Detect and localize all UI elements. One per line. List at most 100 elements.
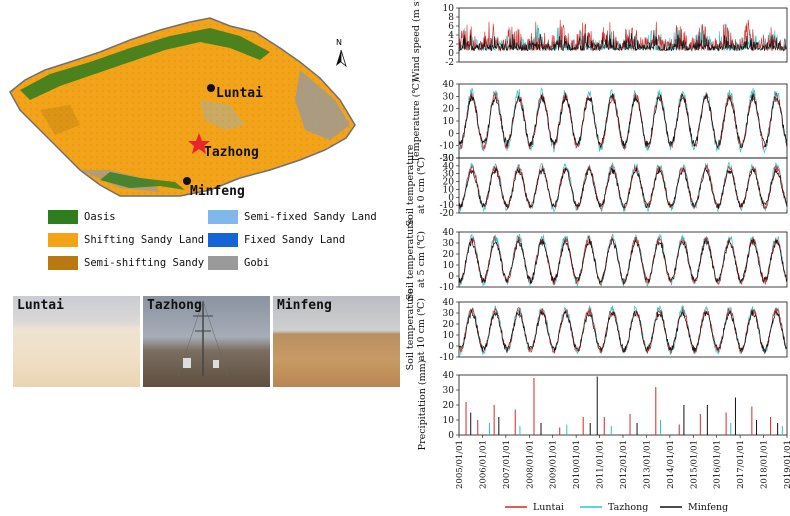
date-tick-label-10: 2015/01/01 [689,440,699,489]
legend-swatch-gobi [208,256,238,270]
panel-3-ytick-label-2: 10 [443,261,455,271]
panel-0-ytick-label-6: 10 [443,4,455,14]
legend-swatch-oasis [48,210,78,224]
north-arrow-icon [336,49,347,68]
gobi-edge-east [295,70,350,140]
panel-1-series-minfeng [458,93,788,149]
panel-1-ytick-label-6: 40 [443,80,455,90]
date-tick-label-13: 2018/01/01 [760,440,770,489]
panel-3-ytick-label-1: 0 [448,272,454,282]
date-tick-label-2: 2007/01/01 [502,440,512,489]
luntai-label: Luntai [216,86,263,101]
panel-0-series-minfeng [458,32,788,52]
panel-1-ytick-label-5: 30 [443,92,455,102]
photo-tazhong: Tazhong [143,296,270,387]
panel-2-ytick-label-3: 10 [443,185,455,195]
panel-4-frame [458,301,788,358]
panel-4-ytick-label-4: 30 [443,309,455,319]
panel-3-ytick-label-4: 30 [443,239,455,249]
panel-0-ytick-label-2: 2 [448,40,454,50]
date-tick-label-9: 2014/01/01 [666,440,676,489]
legend-swatch-semi-shifting [48,256,78,270]
panel-2-ylabel: Soil temperatureat 0 cm (℃) [405,144,427,226]
panel-0-ylabel: Wind speed (m s⁻¹) [411,0,422,81]
panel-2-series-minfeng [458,166,788,209]
minfeng-label: Minfeng [190,184,245,199]
panel-4-ylabel: Soil temperatureat 10 cm (℃) [405,288,427,370]
panel-0-ytick-label-3: 4 [448,31,454,41]
date-tick-label-8: 2013/01/01 [642,440,652,489]
panel-4-ytick-label-1: 0 [448,342,454,352]
panel-5-ytick-label-2: 20 [443,401,455,411]
luntai-marker [207,84,215,92]
panel-2-ytick-label-0: -20 [440,209,455,219]
photo-luntai: Luntai [13,296,140,387]
panel-5-ytick-label-4: 40 [443,371,455,381]
panel-4-ytick-label-3: 20 [443,320,455,330]
panel-2-ytick-label-6: 40 [443,162,455,172]
legend-label-tazhong: Tazhong [608,502,648,513]
legend-label-semi-shifting: Semi-shifting Sandy Land [84,257,236,269]
panel-4-ytick-label-2: 10 [443,331,455,341]
oasis-belt-north [20,28,270,100]
photo-title-minfeng: Minfeng [277,298,332,313]
panel-3-ytick-label-0: -10 [440,283,455,293]
legend-label-gobi: Gobi [244,257,270,269]
panel-3-ytick-label-3: 20 [443,250,455,260]
panel-1-ytick-label-1: -10 [440,142,455,152]
panel-1-ytick-label-3: 10 [443,117,455,127]
panel-2-ytick-label-1: -10 [440,201,455,211]
panel-1-ytick-label-0: -20 [440,154,455,164]
photo-title-luntai: Luntai [17,298,64,313]
panel-2-series-luntai [458,164,788,210]
legend-swatch-fixed [208,233,238,247]
panel-5-ytick-label-0: 0 [448,431,454,441]
date-tick-label-1: 2006/01/01 [478,440,488,489]
photo-minfeng: Minfeng [273,296,400,387]
legend-label-minfeng: Minfeng [688,502,728,513]
date-tick-label-12: 2017/01/01 [736,440,746,489]
panel-0-ytick-label-1: 0 [448,49,454,59]
legend-label-shifting: Shifting Sandy Land [84,234,205,246]
panel-5-ylabel: Precipitation (mm) [417,360,428,451]
legend-label-luntai: Luntai [533,502,564,513]
legend-label-oasis: Oasis [84,211,116,223]
date-tick-label-11: 2016/01/01 [713,440,723,489]
panel-2-ytick-label-5: 30 [443,170,455,180]
panel-5-ytick-label-1: 10 [443,416,455,426]
panel-5-frame [458,374,788,436]
legend-label-fixed: Fixed Sandy Land [244,234,346,246]
minfeng-marker [183,177,191,185]
date-tick-label-0: 2005/01/01 [455,440,465,489]
panel-2-ytick-label-2: 0 [448,193,454,203]
panel-4-series-minfeng [458,309,788,353]
date-tick-label-3: 2008/01/01 [525,440,535,489]
tazhong-star-marker [188,133,210,154]
legend-swatch-semi-fixed [208,210,238,224]
date-tick-label-14: 2019/01/01 [783,440,790,489]
oasis-belt-south [100,172,185,190]
panel-2-frame [458,157,788,214]
panel-2-ytick-label-7: 50 [443,154,455,164]
panel-3-ylabel: Soil temperatureat 5 cm (℃) [405,218,427,300]
panel-4-ytick-label-0: -10 [440,353,455,363]
legend-label-semi-fixed: Semi-fixed Sandy Land [244,211,377,223]
panel-3-ytick-label-5: 40 [443,228,455,238]
panel-1-ytick-label-2: 0 [448,129,454,139]
photo-title-tazhong: Tazhong [147,298,202,313]
tazhong-label: Tazhong [204,145,259,160]
study-area-map [9,17,356,197]
north-label: N [336,38,342,47]
panel-0-ytick-label-5: 8 [448,13,454,23]
date-tick-label-7: 2012/01/01 [619,440,629,489]
panel-3-series-luntai [458,235,788,286]
panel-2-ytick-label-4: 20 [443,178,455,188]
date-tick-label-5: 2010/01/01 [572,440,582,489]
panel-0-ytick-label-4: 6 [448,22,454,32]
panel-0-ytick-label-0: -2 [445,58,454,68]
panel-1-ytick-label-4: 20 [443,105,455,115]
panel-3-frame [458,231,788,288]
date-tick-label-4: 2009/01/01 [549,440,559,489]
weather-station-mast-icon [177,300,229,377]
